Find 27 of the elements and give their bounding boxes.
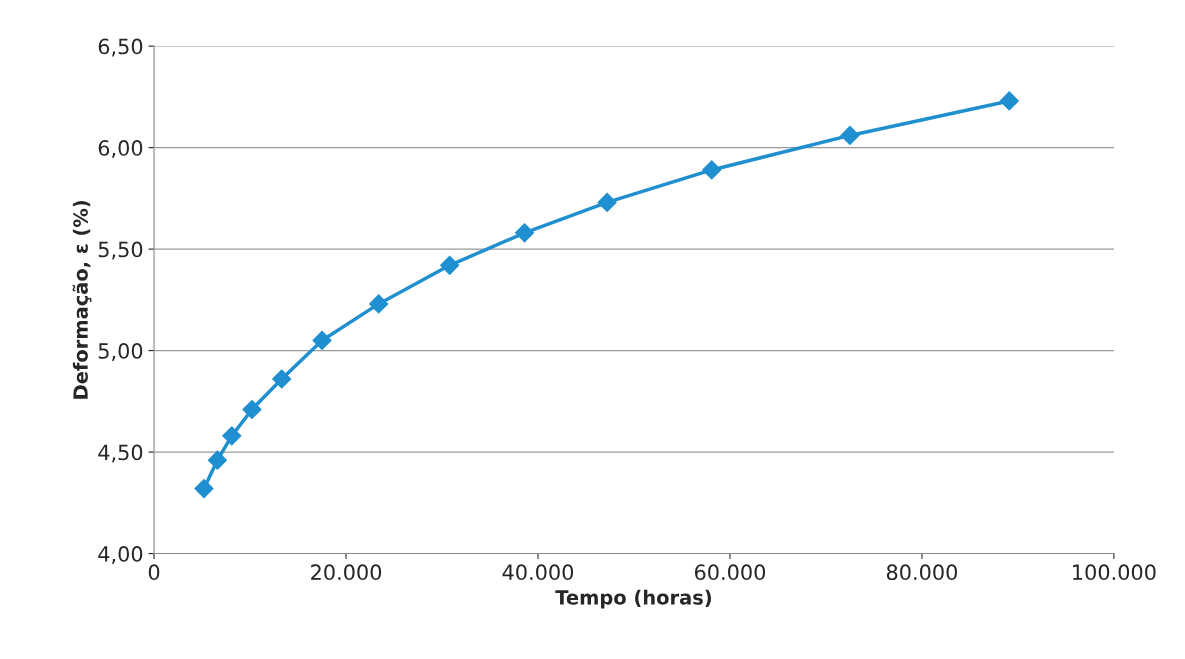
y-tick-label: 5,50	[98, 241, 143, 260]
x-axis-title: Tempo (horas)	[555, 589, 712, 609]
y-tick-label: 6,00	[98, 140, 143, 158]
point	[272, 369, 292, 389]
point	[515, 223, 535, 243]
point	[207, 450, 227, 470]
x-tick-label: 60.000	[694, 564, 766, 581]
point	[369, 294, 389, 314]
point	[242, 399, 262, 419]
y-tick-label: 4,50	[98, 444, 143, 463]
point	[702, 160, 722, 180]
point	[312, 330, 332, 350]
point	[999, 91, 1019, 111]
point	[597, 192, 617, 212]
x-tick-label: 0	[148, 564, 160, 581]
x-tick-label: 100.000	[1073, 564, 1156, 581]
point	[194, 479, 214, 499]
x-tick-label: 80.000	[886, 564, 957, 581]
y-tick-label: 4,00	[98, 546, 143, 564]
y-tick-label: 5,00	[98, 343, 143, 361]
point	[440, 255, 460, 275]
x-tick-label: 20.000	[311, 564, 382, 581]
x-tick-label: 40.000	[502, 564, 574, 581]
y-tick-label: 6,50	[98, 38, 143, 57]
point	[222, 426, 242, 446]
y-axis-title: Deformação, ε (%)	[72, 200, 92, 399]
point	[840, 125, 860, 145]
